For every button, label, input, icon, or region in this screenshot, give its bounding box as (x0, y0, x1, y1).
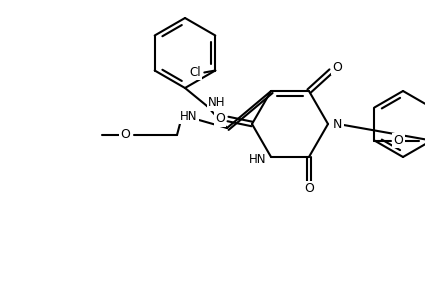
Text: O: O (332, 61, 342, 74)
Text: O: O (394, 134, 403, 147)
Text: O: O (215, 112, 225, 125)
Text: O: O (304, 182, 314, 195)
Text: O: O (120, 129, 130, 142)
Text: HN: HN (249, 153, 266, 166)
Text: NH: NH (208, 97, 226, 110)
Text: N: N (333, 118, 343, 131)
Text: Cl: Cl (190, 66, 201, 79)
Text: HN: HN (180, 110, 198, 123)
